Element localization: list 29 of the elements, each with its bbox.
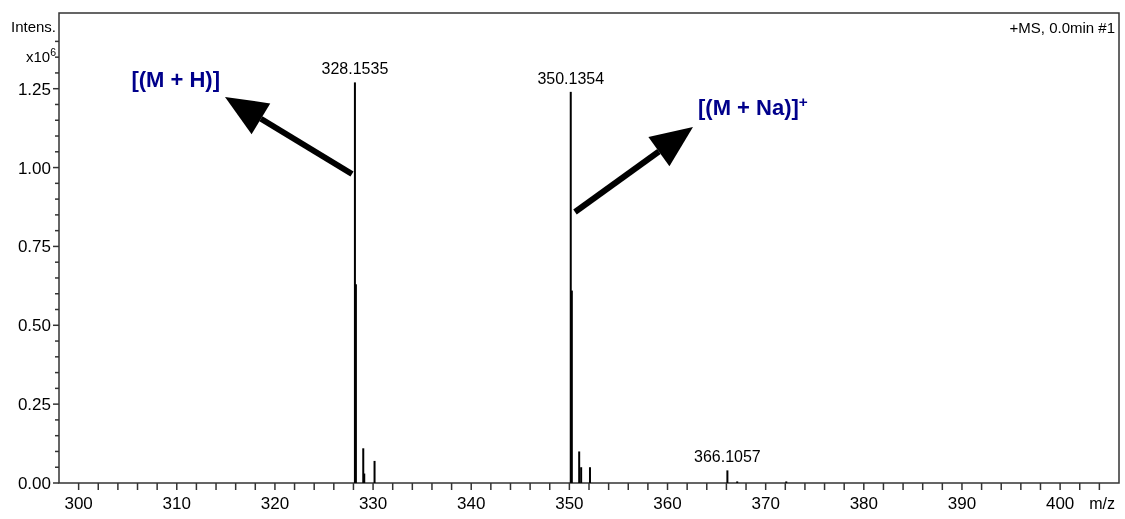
annotation: 366.1057 [694, 448, 761, 466]
x-tick-label: 390 [947, 494, 977, 513]
annotation: 328.1535 [321, 60, 389, 78]
x-tick-label: 300 [64, 494, 93, 513]
annotation: [(M + H)] [131, 67, 220, 92]
y-tick-label: 0.00 [17, 474, 51, 493]
y-tick-label: 0.75 [17, 237, 51, 257]
x-tick-label: 350 [555, 494, 584, 513]
annotation: [(M + Na)]$^{+}$ [698, 92, 808, 120]
x-tick-label: 380 [849, 494, 878, 513]
x-tick-label: 370 [751, 494, 780, 513]
x-axis-title: m/z [1089, 495, 1115, 512]
annotation: +MS, 0.0min #1 [1009, 19, 1115, 36]
bar [726, 470, 729, 483]
y-tick-label: 0.50 [17, 316, 51, 336]
x-tick-label: 360 [653, 494, 682, 513]
y-tick-label: 1.25 [17, 79, 51, 99]
x-tick-label: 310 [162, 494, 191, 513]
annotation: 350.1354 [537, 69, 605, 87]
x-tick-label: 340 [457, 494, 486, 513]
x-tick-label: 400 [1045, 494, 1075, 513]
bar [373, 460, 376, 483]
y-axis-title: Intens. x10$^{6}$ [10, 18, 57, 65]
bar [588, 467, 591, 483]
y-tick-label: 1.00 [17, 158, 51, 178]
x-tick-label: 330 [358, 494, 388, 513]
y-tick-label: 0.25 [17, 395, 51, 415]
x-tick-label: 320 [260, 494, 290, 513]
bar [578, 451, 581, 483]
